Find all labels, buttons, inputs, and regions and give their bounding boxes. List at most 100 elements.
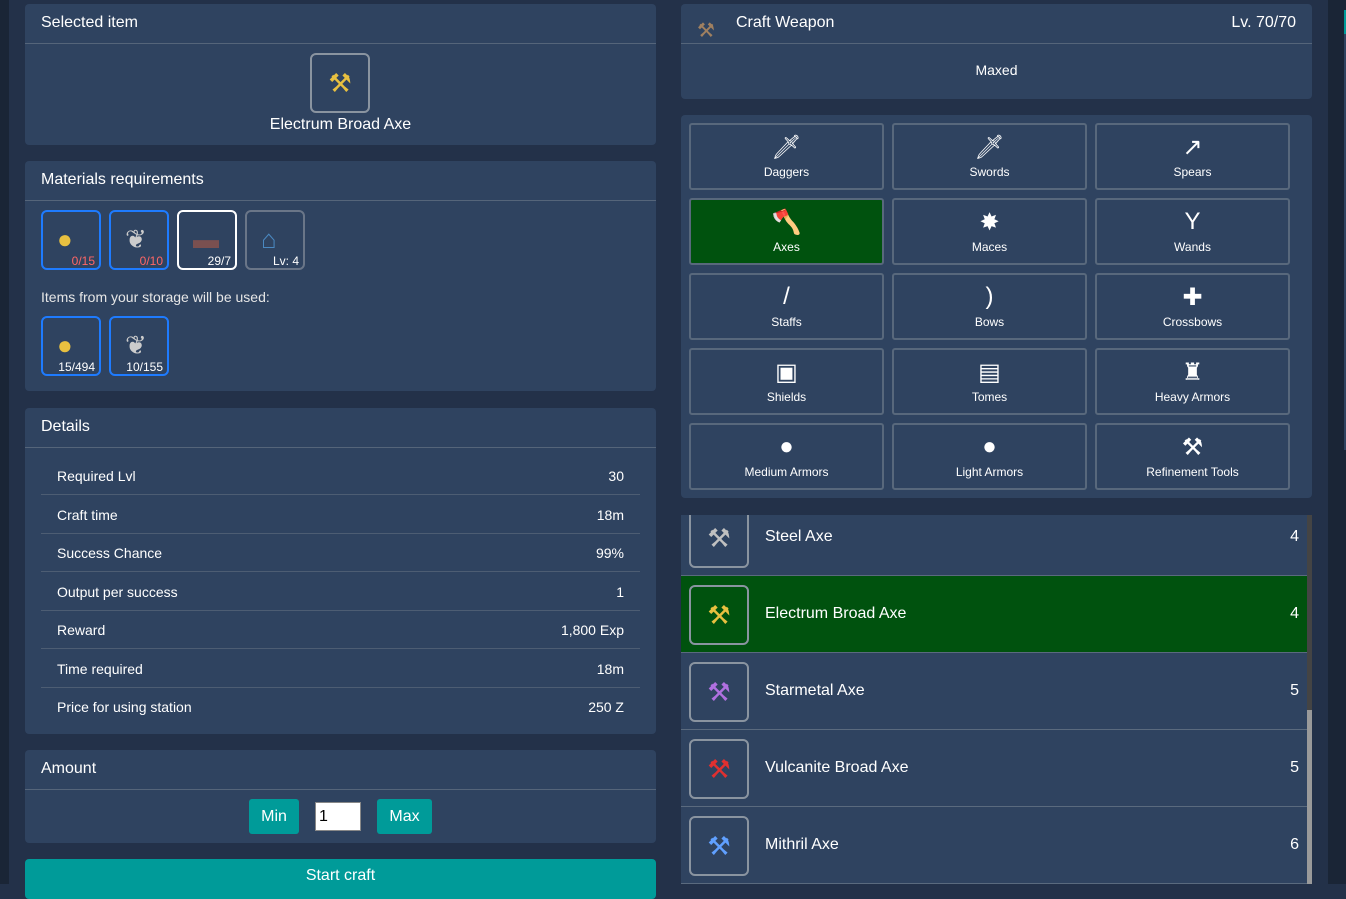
crafting-station[interactable]: ⌂ Lv: 4 <box>245 210 305 270</box>
recipe-level: 4 <box>1290 528 1299 545</box>
start-craft-button[interactable]: Start craft <box>25 859 656 899</box>
category-spears[interactable]: ↗ Spears <box>1095 123 1290 190</box>
scrollbar-track[interactable] <box>1307 515 1312 884</box>
detail-row: Reward 1,800 Exp <box>41 610 640 649</box>
recipe-name: Starmetal Axe <box>765 682 865 699</box>
category-medium-armors[interactable]: ● Medium Armors <box>689 423 884 490</box>
wands-icon: Y <box>1184 208 1201 235</box>
daggers-icon: 🗡 <box>771 134 802 161</box>
categories-panel: 🗡 Daggers 🗡 Swords ↗ Spears 🪓 Axes ✸ Maces Y Wands /… <box>681 115 1312 498</box>
bows-icon: ) <box>985 283 994 310</box>
category-label: Axes <box>773 240 800 254</box>
material-qty: 0/15 <box>71 254 95 268</box>
category-light-armors[interactable]: ● Light Armors <box>892 423 1087 490</box>
staffs-icon: / <box>783 283 790 310</box>
material-qty: 0/10 <box>139 254 163 268</box>
panel-title: Amount <box>25 750 656 790</box>
recipe-item[interactable]: ⚒ Electrum Broad Axe 4 <box>681 576 1307 653</box>
category-label: Daggers <box>763 165 810 179</box>
medium-armors-icon: ● <box>779 433 794 460</box>
category-label: Shields <box>766 390 807 404</box>
scrollbar-thumb[interactable] <box>1307 710 1312 884</box>
category-shields[interactable]: ▣ Shields <box>689 348 884 415</box>
selected-item-panel: Selected item ⚒ Electrum Broad Axe <box>25 4 656 145</box>
storage-note: Items from your storage will be used: <box>41 289 270 305</box>
recipe-item[interactable]: ⚒ Starmetal Axe 5 <box>681 653 1307 730</box>
recipe-name: Mithril Axe <box>765 836 839 853</box>
category-label: Light Armors <box>955 465 1024 479</box>
golden-axe-icon: ⚒ <box>310 53 370 113</box>
category-label: Staffs <box>771 315 802 329</box>
category-label: Maces <box>971 240 1008 254</box>
category-axes[interactable]: 🪓 Axes <box>689 198 884 265</box>
category-maces[interactable]: ✸ Maces <box>892 198 1087 265</box>
category-label: Swords <box>969 165 1010 179</box>
craft-weapon-panel: ⚒ Craft Weapon Lv. 70/70 Maxed <box>681 4 1312 99</box>
details-panel: Details Required Lvl 30 Craft time 18m Suc… <box>25 408 656 734</box>
maces-icon: ✸ <box>979 209 1000 236</box>
recipe-item[interactable]: ⚒ Mithril Axe 6 <box>681 807 1307 884</box>
tomes-icon: ▤ <box>978 359 1001 386</box>
category-daggers[interactable]: 🗡 Daggers <box>689 123 884 190</box>
category-staffs[interactable]: / Staffs <box>689 273 884 340</box>
axes-icon: 🪓 <box>771 209 802 236</box>
heavy-armors-icon: ♜ <box>1181 359 1204 386</box>
category-label: Medium Armors <box>744 465 829 479</box>
anvil-icon: ⚒ <box>697 20 715 42</box>
spears-icon: ↗ <box>1182 134 1203 161</box>
station-level: Lv: 4 <box>272 254 299 268</box>
axe-icon: ⚒ <box>689 816 749 876</box>
category-label: Crossbows <box>1162 315 1223 329</box>
min-button[interactable]: Min <box>249 799 299 834</box>
material-feather-bundle[interactable]: ❦ 0/10 <box>109 210 169 270</box>
category-label: Heavy Armors <box>1154 390 1231 404</box>
category-label: Wands <box>1174 240 1211 254</box>
feather-bundle-icon: ❦ <box>125 330 147 360</box>
amount-panel: Amount Min Max <box>25 750 656 843</box>
axe-icon: ⚒ <box>689 585 749 645</box>
recipe-level: 5 <box>1290 759 1299 776</box>
storage-feather-bundle[interactable]: ❦ 10/155 <box>109 316 169 376</box>
material-gold-ore[interactable]: ● 0/15 <box>41 210 101 270</box>
swords-icon: 🗡 <box>974 134 1005 161</box>
selected-item-name: Electrum Broad Axe <box>269 116 412 133</box>
detail-row: Price for using station 250 Z <box>57 699 624 715</box>
right-edge <box>1328 0 1346 884</box>
recipe-name: Steel Axe <box>765 528 833 545</box>
max-button[interactable]: Max <box>377 799 432 834</box>
recipe-level: 6 <box>1290 836 1299 853</box>
gold-ore-icon: ● <box>57 224 73 254</box>
recipe-item[interactable]: ⚒ Vulcanite Broad Axe 5 <box>681 730 1307 807</box>
category-crossbows[interactable]: ✚ Crossbows <box>1095 273 1290 340</box>
material-leather-strap[interactable]: ▬ 29/7 <box>177 210 237 270</box>
category-swords[interactable]: 🗡 Swords <box>892 123 1087 190</box>
category-label: Tomes <box>971 390 1008 404</box>
craft-level: Lv. 70/70 <box>1231 14 1296 31</box>
storage-qty: 15/494 <box>58 360 95 374</box>
material-qty: 29/7 <box>207 254 231 268</box>
category-heavy-armors[interactable]: ♜ Heavy Armors <box>1095 348 1290 415</box>
recipe-level: 5 <box>1290 682 1299 699</box>
amount-input[interactable] <box>315 802 361 831</box>
recipe-name: Electrum Broad Axe <box>765 605 907 622</box>
gold-ore-icon: ● <box>57 330 73 360</box>
detail-row: Success Chance 99% <box>41 533 640 572</box>
refinement-tools-icon: ⚒ <box>1181 434 1204 461</box>
axe-icon: ⚒ <box>689 515 749 568</box>
feather-bundle-icon: ❦ <box>125 224 147 254</box>
panel-title: Details <box>25 408 656 448</box>
category-tomes[interactable]: ▤ Tomes <box>892 348 1087 415</box>
category-label: Bows <box>974 315 1005 329</box>
craft-status: Maxed <box>975 62 1018 78</box>
materials-panel: Materials requirements ● 0/15 ❦ 0/10 ▬ 29/7… <box>25 161 656 391</box>
category-wands[interactable]: Y Wands <box>1095 198 1290 265</box>
category-label: Spears <box>1173 165 1212 179</box>
storage-gold-ore[interactable]: ● 15/494 <box>41 316 101 376</box>
shields-icon: ▣ <box>775 359 798 386</box>
category-bows[interactable]: ) Bows <box>892 273 1087 340</box>
crossbows-icon: ✚ <box>1182 284 1203 311</box>
recipe-item[interactable]: ⚒ Steel Axe 4 <box>681 515 1307 576</box>
leather-strap-icon: ▬ <box>193 224 219 254</box>
panel-title: Selected item <box>25 4 656 44</box>
category-refinement-tools[interactable]: ⚒ Refinement Tools <box>1095 423 1290 490</box>
